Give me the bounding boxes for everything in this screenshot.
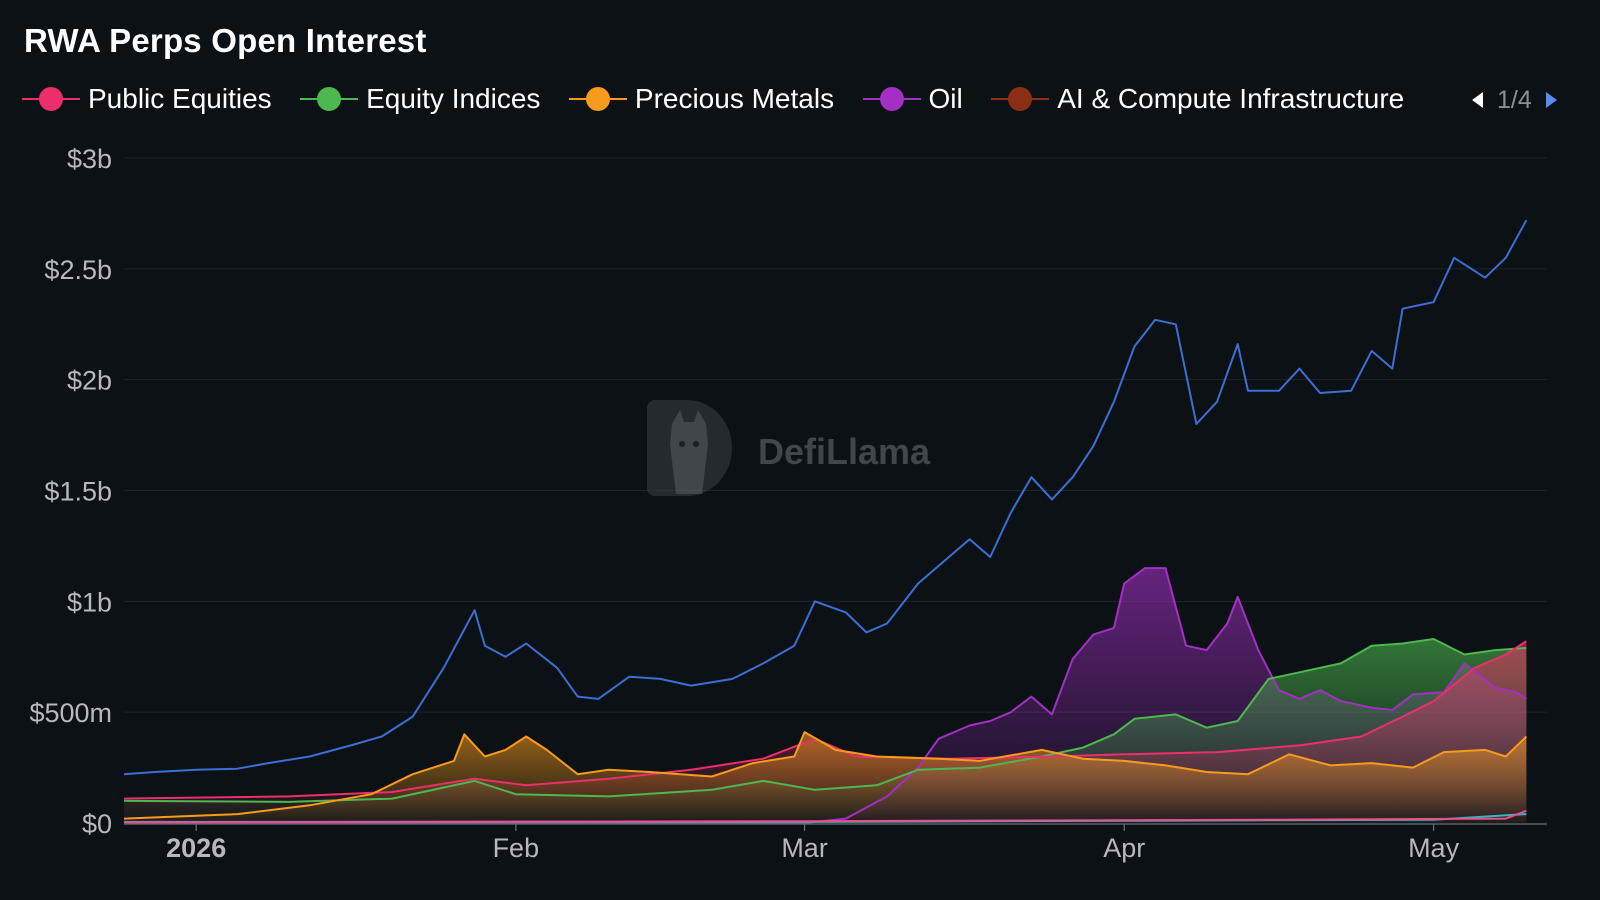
y-tick-label: $2.5b [44,255,112,285]
llama-logo-icon [647,400,732,496]
legend-item-oil[interactable]: Oil [862,78,963,120]
x-tick-label: Apr [1103,833,1145,863]
series-line-1 [124,567,1527,824]
axis-layer: $0 $500m $1b $1.5b $2b $2.5b $3b 2026 Feb Mar Apr M… [29,144,1547,863]
series-line-4 [123,731,1528,820]
x-tick-label: Feb [493,833,540,863]
legend-label: Oil [928,83,963,114]
y-tick-label: $2b [67,366,112,396]
triangle-left-icon[interactable] [1472,92,1483,108]
legend-dot [317,87,342,111]
legend-dot [879,87,904,111]
legend-swatch-icon [300,87,359,111]
legend-page-indicator: 1/4 [1497,85,1532,114]
series-line-6 [123,809,1527,824]
legend-item-precious-metals[interactable]: Precious Metals [568,78,835,120]
legend-swatch-icon [22,87,80,111]
y-tick-label: $1b [67,587,112,617]
legend-swatch-icon [568,87,627,111]
x-tick-label: 2026 [166,833,226,863]
chart-title: RWA Perps Open Interest [24,22,427,59]
area-layer [124,568,1527,823]
legend-dot [1008,87,1033,111]
x-tick-label: Mar [781,833,828,863]
y-tick-label: $3b [67,144,112,174]
legend-item-equity-indices[interactable]: Equity Indices [300,78,540,120]
watermark-text: DefiLlama [758,431,931,472]
legend-item-public-equities[interactable]: Public Equities [22,78,272,120]
legend-dot [585,87,610,111]
legend-swatch-icon [862,87,921,111]
y-tick-label: $500m [29,698,112,728]
legend-label: Equity Indices [366,83,541,114]
x-tick-label: May [1408,833,1460,863]
legend-item-ai-compute[interactable]: AI & Compute Infrastructure [991,78,1404,120]
y-tick-label: $0 [82,809,112,839]
legend-dot [39,87,63,111]
triangle-right-icon[interactable] [1545,92,1557,108]
legend-pager: 1/4 [1472,82,1557,118]
line-layer [123,219,1528,824]
series-line-0 [123,219,1528,776]
legend-label: AI & Compute Infrastructure [1057,83,1405,114]
legend-label: Precious Metals [634,83,835,114]
watermark-layer: DefiLlama [647,400,931,496]
legend: Public Equities Equity Indices Precious … [22,78,1452,120]
y-tick-label: $1.5b [44,477,112,507]
series-area-4 [124,732,1527,823]
legend-label: Public Equities [88,83,272,114]
series-line-2 [123,638,1527,803]
legend-swatch-icon [991,87,1050,111]
